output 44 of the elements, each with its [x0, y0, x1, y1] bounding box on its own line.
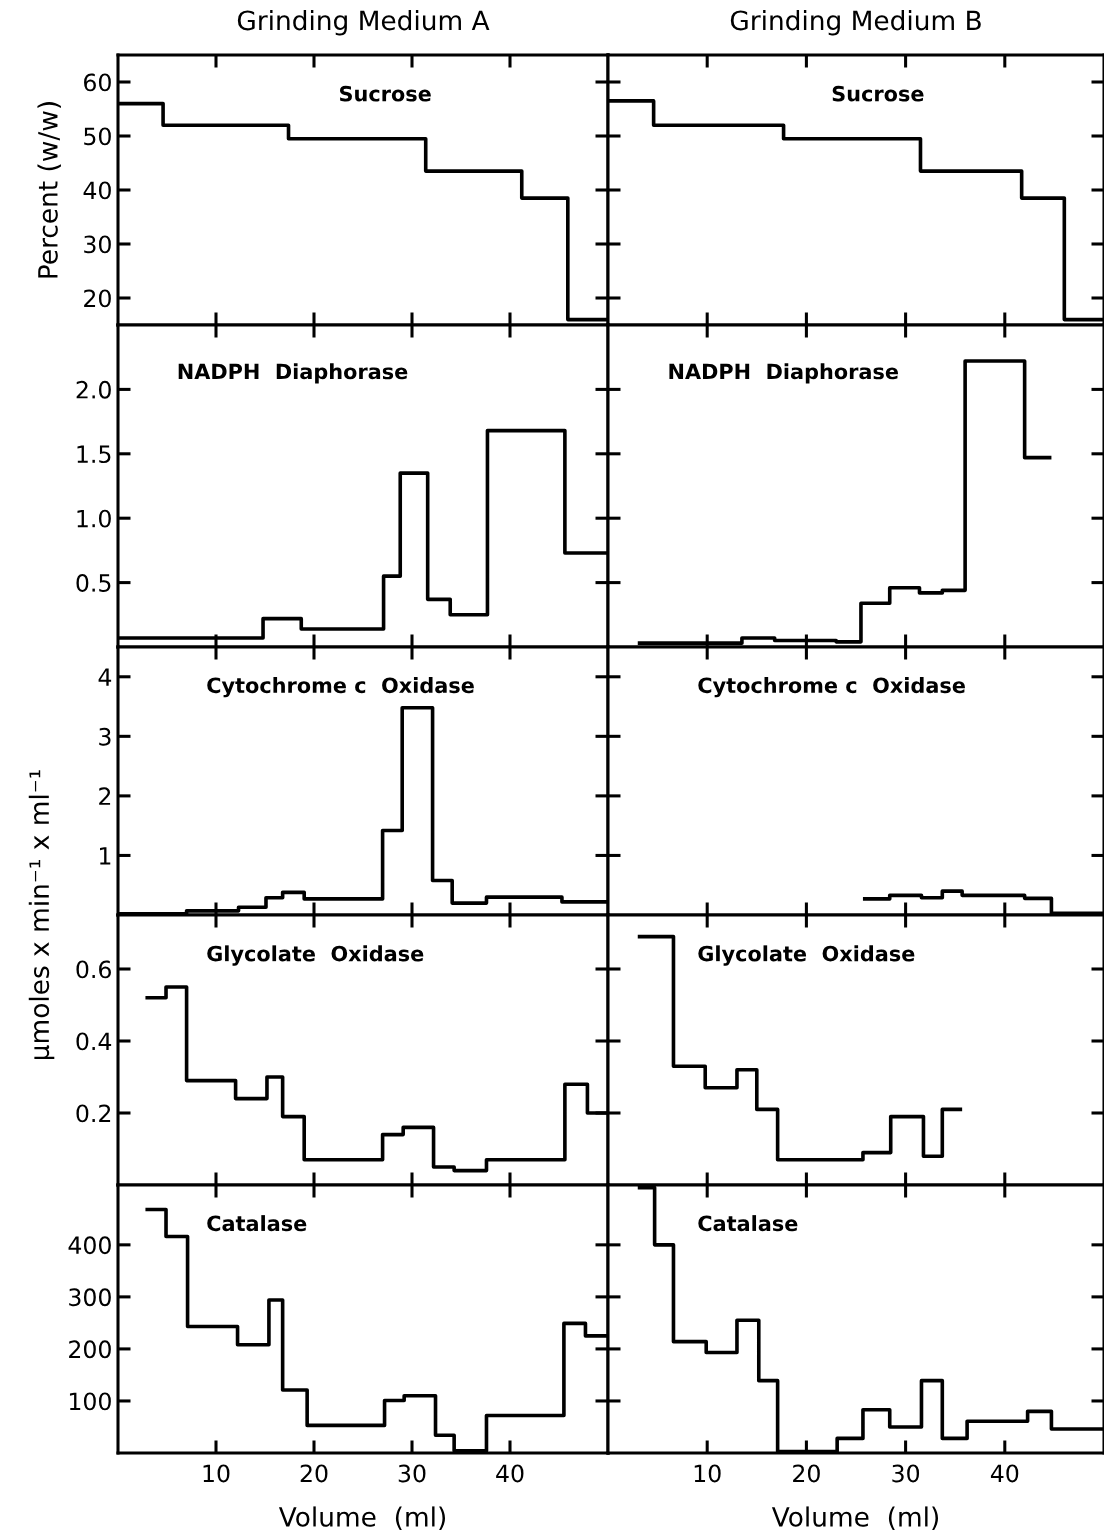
x-axis-title: Volume (ml): [771, 1506, 939, 1530]
y-tick-label: 0.5: [76, 574, 111, 592]
y-tick-label: 3: [99, 727, 111, 746]
y-tick-label: 40: [83, 181, 111, 200]
x-tick-label: 30: [892, 1464, 920, 1483]
annotation: Catalase: [207, 1215, 307, 1232]
chart-title: Grinding Medium A: [237, 9, 490, 36]
y-tick-label: 0.6: [76, 960, 111, 979]
annotation: Glycolate Oxidase: [698, 945, 915, 966]
y-tick-label: 100: [69, 1392, 111, 1411]
annotation: NADPH Diaphorase: [178, 363, 408, 384]
annotation: Catalase: [698, 1215, 798, 1232]
y-tick-label: 2: [99, 787, 111, 805]
x-tick-label: 20: [300, 1464, 328, 1483]
x-tick-label: 30: [398, 1464, 426, 1483]
y-tick-label: 60: [84, 73, 111, 92]
y-axis-title: μmoles x min⁻¹ x ml⁻¹: [28, 770, 55, 1060]
y-axis-title: Percent (w/w): [37, 102, 61, 278]
y-tick-label: 0.2: [76, 1104, 111, 1123]
y-tick-label: 1.5: [77, 445, 111, 464]
annotation: Sucrose: [339, 85, 431, 102]
y-tick-label: 0.4: [76, 1032, 112, 1051]
y-tick-label: 4: [98, 668, 112, 686]
y-tick-label: 300: [69, 1288, 111, 1307]
y-tick-label: 20: [84, 289, 111, 308]
y-tick-label: 1: [100, 847, 111, 865]
annotation: Sucrose: [832, 85, 924, 102]
x-tick-label: 10: [694, 1464, 721, 1483]
y-tick-label: 200: [69, 1340, 111, 1359]
annotation: Cytochrome c Oxidase: [698, 677, 965, 698]
x-tick-label: 40: [496, 1464, 524, 1483]
y-tick-label: 2.0: [76, 380, 111, 399]
y-tick-label: 400: [68, 1236, 111, 1255]
annotation: Cytochrome c Oxidase: [207, 677, 474, 698]
y-tick-label: 1.0: [77, 509, 111, 528]
x-tick-label: 10: [203, 1464, 230, 1483]
x-axis-title: Volume (ml): [278, 1506, 446, 1530]
annotation: Glycolate Oxidase: [207, 945, 424, 966]
y-tick-label: 50: [84, 127, 111, 146]
y-tick-label: 30: [84, 235, 111, 254]
annotation: NADPH Diaphorase: [669, 363, 898, 384]
x-tick-label: 40: [990, 1464, 1019, 1483]
x-tick-label: 20: [793, 1464, 820, 1483]
chart-title: Grinding Medium B: [730, 9, 981, 36]
